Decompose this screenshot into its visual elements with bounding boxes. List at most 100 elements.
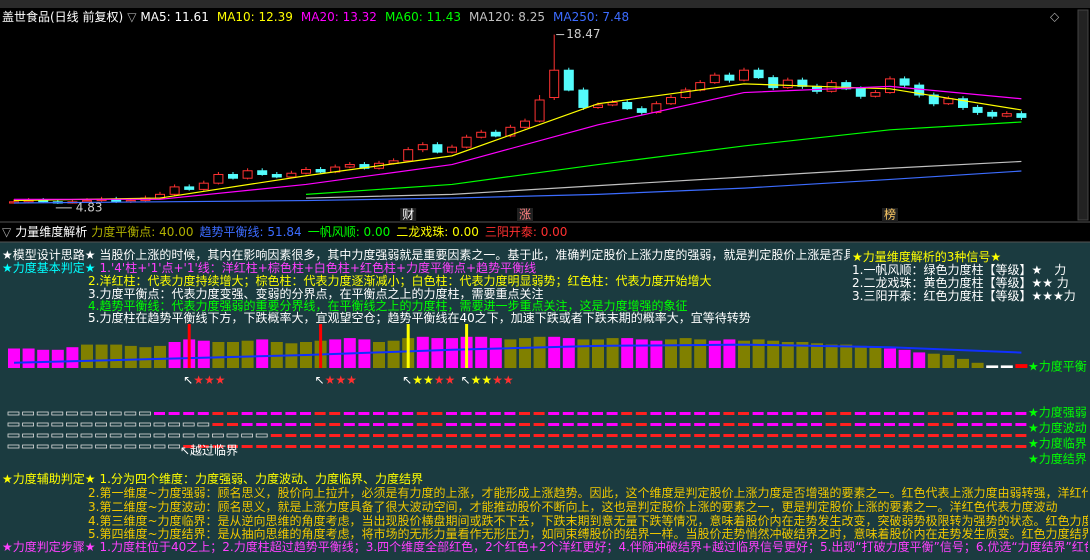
state-dash bbox=[1015, 423, 1027, 426]
aux-line: 3.第二维度~力度波动：顾名思义，就是上涨力度具备了很大波动空间，才能推动股价不… bbox=[88, 500, 1088, 514]
text-segment: 5.第四维度~力度结界：是从抽向思维的角度考虑，将市场的无形力量看作无形压力，如… bbox=[88, 527, 1088, 541]
candle-body bbox=[739, 69, 749, 81]
state-dash bbox=[329, 412, 341, 415]
cross-note: ↖越过临界 bbox=[180, 444, 238, 458]
state-dash bbox=[1000, 412, 1012, 415]
state-dash bbox=[621, 423, 633, 426]
state-dash bbox=[138, 444, 151, 449]
indicator-legend: 二龙戏珠: 0.00 bbox=[396, 225, 479, 239]
diamond-icon[interactable]: ◇ bbox=[1050, 10, 1060, 24]
state-dash bbox=[621, 445, 633, 448]
state-dash bbox=[694, 434, 706, 437]
strength-bar bbox=[81, 344, 93, 368]
strength-bar bbox=[913, 352, 926, 368]
state-dash bbox=[606, 434, 618, 437]
candle-body bbox=[622, 101, 633, 110]
state-dash bbox=[446, 434, 457, 437]
ma-line bbox=[13, 170, 1022, 204]
note-line: 3.力度平衡点：代表力度变强、变弱的分界点，在平衡点之上的力度柱，需要重点关注 bbox=[88, 287, 1030, 301]
ma-line bbox=[13, 83, 1022, 202]
ma-legend: MA10: 12.39 bbox=[216, 10, 293, 24]
state-dash bbox=[592, 412, 603, 415]
state-dash bbox=[358, 434, 370, 437]
text-segment: 1.力度柱位于40之上；2.力度柱超过趋势平衡线；3.四个维度全部红色，2个红色… bbox=[99, 540, 1088, 554]
strength-bar bbox=[986, 365, 999, 368]
state-dash bbox=[51, 422, 64, 427]
state-dash bbox=[986, 434, 998, 437]
state-dash bbox=[226, 433, 239, 438]
state-dash bbox=[300, 423, 311, 426]
state-dash bbox=[738, 412, 749, 415]
state-dash bbox=[431, 445, 443, 448]
state-dash bbox=[124, 444, 137, 449]
state-dash bbox=[679, 445, 691, 448]
state-dash bbox=[1000, 423, 1012, 426]
state-dash bbox=[138, 433, 151, 438]
state-dash bbox=[80, 411, 93, 416]
state-dash bbox=[504, 445, 516, 448]
state-dash bbox=[781, 445, 793, 448]
state-dash bbox=[752, 412, 764, 415]
state-dash bbox=[825, 434, 837, 437]
state-dash bbox=[548, 412, 560, 415]
candle-body bbox=[490, 131, 501, 137]
state-dash bbox=[811, 445, 822, 448]
strength-bar bbox=[811, 343, 823, 368]
state-dash bbox=[285, 434, 297, 437]
state-dash bbox=[227, 412, 238, 415]
state-dash bbox=[1000, 445, 1012, 448]
state-dash bbox=[562, 445, 574, 448]
state-dash bbox=[635, 423, 647, 426]
text-segment: ★模型设计思路★ 当股价上涨的时候，其内在影响因素很多，其中力度强弱就是重要因素… bbox=[2, 248, 850, 262]
state-dash bbox=[650, 445, 662, 448]
state-dash bbox=[314, 423, 326, 426]
state-dash bbox=[811, 412, 822, 415]
strength-bar bbox=[37, 349, 50, 368]
state-dash bbox=[854, 434, 866, 437]
state-dash bbox=[109, 422, 122, 427]
max-label: 18.47 bbox=[566, 27, 600, 41]
strength-bar bbox=[796, 342, 809, 368]
state-dash bbox=[66, 433, 78, 438]
strength-bar bbox=[154, 345, 166, 368]
indicator-legend: 力度平衡点: 40.00 bbox=[91, 225, 194, 239]
candle-body bbox=[607, 101, 618, 106]
state-dash bbox=[66, 444, 78, 449]
candle-body bbox=[768, 77, 779, 89]
strength-bar bbox=[548, 336, 561, 368]
state-dash bbox=[212, 423, 224, 426]
candle-body bbox=[447, 146, 457, 153]
state-dash bbox=[256, 412, 268, 415]
state-dash bbox=[927, 412, 939, 415]
scrollbar[interactable] bbox=[1077, 9, 1089, 221]
state-dash bbox=[694, 445, 706, 448]
strength-bar bbox=[606, 338, 619, 368]
state-dash bbox=[592, 445, 603, 448]
signal-label: ↖★★★ bbox=[315, 373, 357, 387]
strength-bar bbox=[110, 344, 123, 368]
state-dash bbox=[679, 412, 691, 415]
state-dash bbox=[752, 445, 764, 448]
state-dash bbox=[343, 434, 355, 437]
state-dash bbox=[22, 411, 35, 416]
text-segment: 1.'4'柱+'1'点+'1'线：洋红柱+棕色柱+白色柱+红色柱+力度平衡点+趋… bbox=[99, 261, 537, 275]
strength-bar bbox=[635, 339, 648, 368]
state-dash bbox=[36, 411, 49, 416]
state-dash bbox=[168, 433, 181, 438]
state-dash bbox=[153, 422, 166, 427]
strength-bar bbox=[752, 339, 765, 368]
state-dash bbox=[781, 412, 793, 415]
state-dash bbox=[168, 422, 181, 427]
strength-bar bbox=[1015, 364, 1028, 368]
state-dash bbox=[796, 412, 808, 415]
state-label: ★力度强弱 bbox=[1028, 405, 1087, 420]
state-dash bbox=[373, 434, 384, 437]
state-dash bbox=[7, 411, 20, 416]
text-segment: 4.第三维度~力度临界：是从逆向思维的角度考虑，当出现股价横盘期间或跌不下去，下… bbox=[88, 514, 1088, 528]
state-dash bbox=[95, 433, 107, 438]
state-dash bbox=[986, 423, 998, 426]
state-dash bbox=[519, 445, 530, 448]
strength-bar bbox=[519, 338, 531, 368]
